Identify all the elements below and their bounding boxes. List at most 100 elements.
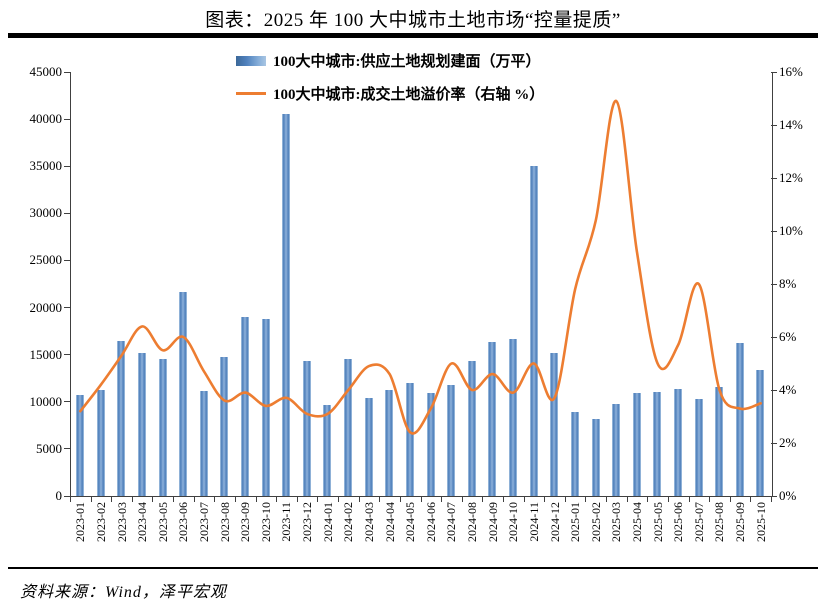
left-axis-tick-label: 25000 bbox=[29, 252, 63, 268]
chart-title: 图表：2025 年 100 大中城市土地市场“控量提质” bbox=[205, 10, 621, 31]
supply-bar bbox=[344, 359, 353, 496]
x-axis-label: 2023-07 bbox=[197, 502, 211, 542]
premium-rate-line-chart bbox=[79, 99, 762, 435]
x-axis-tick bbox=[317, 497, 319, 502]
supply-bar bbox=[612, 403, 621, 496]
right-axis-tick bbox=[771, 336, 777, 338]
x-axis-label: 2023-12 bbox=[300, 502, 315, 542]
x-axis-tick bbox=[688, 497, 690, 502]
x-axis-tick bbox=[111, 497, 113, 502]
title-rule bbox=[8, 33, 818, 38]
supply-bar bbox=[673, 388, 682, 496]
supply-bar bbox=[282, 114, 291, 496]
right-axis-tick-label: 4% bbox=[779, 382, 797, 397]
supply-bar bbox=[509, 338, 518, 496]
supply-bar bbox=[488, 342, 497, 496]
supply-bar bbox=[76, 395, 85, 496]
x-axis-label: 2023-09 bbox=[238, 502, 253, 542]
x-axis-tick bbox=[647, 497, 649, 502]
supply-bar bbox=[96, 389, 105, 496]
x-axis-label: 2025-10 bbox=[753, 502, 768, 542]
x-axis-label: 2023-08 bbox=[217, 502, 232, 542]
left-axis-tick-label: 5000 bbox=[36, 440, 62, 456]
x-axis-label: 2024-04 bbox=[382, 502, 397, 542]
supply-bar bbox=[467, 361, 476, 496]
supply-bar bbox=[591, 418, 600, 496]
x-axis-tick bbox=[709, 497, 711, 502]
x-axis-label: 2024-05 bbox=[403, 502, 418, 542]
left-axis-tick-label: 30000 bbox=[29, 205, 63, 221]
x-axis-label: 2025-07 bbox=[691, 502, 706, 542]
x-axis-label: 2023-04 bbox=[135, 502, 150, 542]
supply-bar bbox=[405, 382, 414, 496]
x-axis-label: 2023-11 bbox=[279, 502, 294, 542]
x-axis-label: 2024-02 bbox=[341, 502, 356, 542]
left-axis-tick-label: 35000 bbox=[29, 158, 63, 174]
supply-bar bbox=[715, 386, 724, 496]
x-axis-label: 2025-05 bbox=[650, 502, 665, 542]
left-axis-tick-label: 10000 bbox=[29, 393, 63, 409]
x-axis-label: 2024-03 bbox=[361, 502, 376, 542]
left-axis-tick bbox=[64, 354, 70, 356]
supply-bar bbox=[158, 359, 167, 496]
x-axis-tick bbox=[729, 497, 731, 502]
x-axis-label: 2025-02 bbox=[588, 502, 603, 542]
supply-bar bbox=[364, 398, 373, 496]
supply-bar bbox=[385, 390, 394, 496]
x-axis-tick bbox=[441, 497, 443, 502]
x-axis-tick bbox=[193, 497, 195, 502]
x-axis-label: 2024-09 bbox=[485, 502, 500, 542]
left-axis-tick-label: 15000 bbox=[29, 346, 63, 362]
x-axis-label: 2023-01 bbox=[73, 502, 88, 542]
x-axis-tick bbox=[70, 497, 71, 502]
right-axis-tick-label: 2% bbox=[779, 435, 797, 450]
x-axis-tick bbox=[296, 497, 298, 502]
right-axis-tick-label: 16% bbox=[779, 64, 803, 79]
x-axis-tick bbox=[771, 497, 772, 502]
right-axis-tick bbox=[771, 442, 777, 444]
left-axis-tick bbox=[64, 212, 70, 214]
x-axis-tick bbox=[667, 497, 669, 502]
legend-line-swatch-icon bbox=[236, 92, 266, 95]
x-axis-label: 2024-12 bbox=[547, 502, 562, 542]
supply-bar bbox=[653, 392, 662, 496]
right-axis-tick-label: 10% bbox=[779, 223, 803, 238]
left-axis-tick bbox=[64, 118, 70, 120]
supply-bar bbox=[302, 361, 311, 496]
supply-bar bbox=[447, 384, 456, 496]
left-axis-tick bbox=[64, 495, 70, 497]
x-axis-label: 2024-01 bbox=[320, 502, 335, 542]
x-axis-label: 2025-03 bbox=[609, 502, 624, 542]
x-axis-tick bbox=[482, 497, 484, 502]
left-axis-tick bbox=[64, 259, 70, 261]
x-axis-label: 2024-06 bbox=[423, 502, 438, 542]
x-axis-label: 2025-04 bbox=[629, 502, 644, 542]
x-axis-label: 2024-10 bbox=[506, 502, 521, 542]
right-axis-tick bbox=[771, 71, 777, 73]
x-axis-tick bbox=[523, 497, 525, 502]
x-axis-label: 2023-10 bbox=[258, 502, 273, 542]
x-axis-tick bbox=[90, 497, 92, 502]
right-axis-tick-label: 12% bbox=[779, 170, 803, 185]
x-axis-tick bbox=[502, 497, 504, 502]
right-axis-tick-label: 6% bbox=[779, 329, 797, 344]
right-axis-tick-label: 8% bbox=[779, 276, 797, 291]
right-axis-tick bbox=[771, 177, 777, 179]
x-axis-tick bbox=[379, 497, 381, 502]
right-axis-tick bbox=[771, 283, 777, 285]
supply-bar bbox=[529, 166, 538, 496]
supply-bar bbox=[179, 292, 188, 496]
x-axis-tick bbox=[234, 497, 236, 502]
x-axis-tick bbox=[564, 497, 566, 502]
supply-bar bbox=[735, 343, 744, 496]
left-axis-tick-label: 45000 bbox=[29, 64, 63, 79]
x-axis-tick bbox=[585, 497, 587, 502]
x-axis-label: 2024-08 bbox=[465, 502, 480, 542]
x-axis-label: 2025-06 bbox=[671, 502, 686, 542]
left-axis-tick-label: 40000 bbox=[29, 111, 63, 127]
x-axis-label: 2024-07 bbox=[444, 502, 459, 542]
right-axis-tick-label: 14% bbox=[779, 117, 803, 132]
supply-bar bbox=[261, 318, 270, 496]
